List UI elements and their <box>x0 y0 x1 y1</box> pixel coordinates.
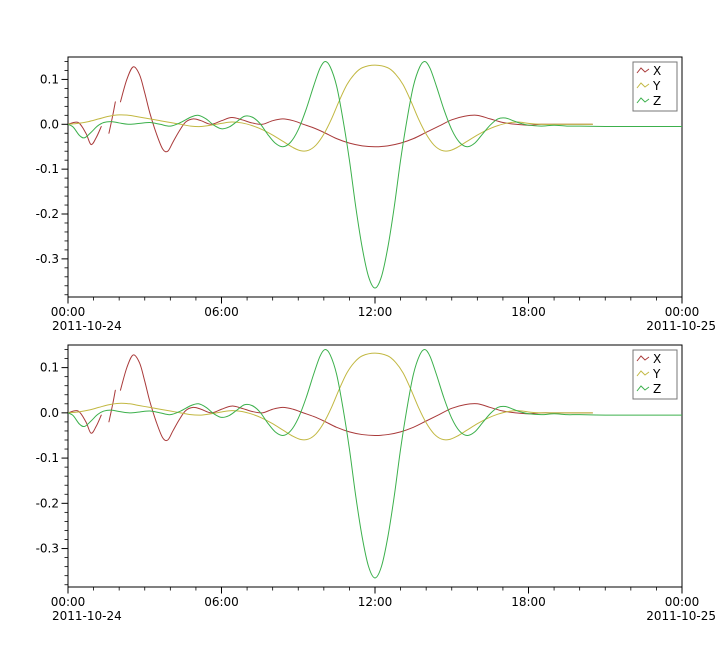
legend-label-X: X <box>653 64 661 78</box>
series-Y-line <box>68 352 593 441</box>
y-axis: 0.1 0.0 -0.1 -0.2 -0.3 <box>36 349 68 586</box>
series-Z-line <box>68 349 682 579</box>
legend-line-X <box>636 355 650 362</box>
legend-label-X: X <box>653 352 661 366</box>
legend-line-Z <box>636 97 650 104</box>
legend-label-Z: Z <box>653 94 661 108</box>
legend: XYZ <box>632 349 678 400</box>
x-tick-label: 06:00 <box>204 305 239 319</box>
x-tick-label: 00:00 <box>51 305 86 319</box>
series-X-line <box>68 410 102 434</box>
y-tick-label: 0.1 <box>40 72 59 86</box>
legend-box <box>632 61 678 112</box>
y-tick-label: -0.2 <box>36 496 59 510</box>
x-tick-label: 00:00 <box>665 595 700 609</box>
y-tick-label: -0.3 <box>36 252 59 266</box>
series-X-line <box>108 389 116 423</box>
x-date-label: 2011-10-25 <box>646 609 716 623</box>
legend-line-X <box>636 67 650 74</box>
x-date-label: 2011-10-24 <box>52 609 122 623</box>
y-tick-label: 0.0 <box>40 117 59 131</box>
series-X-line <box>108 101 116 134</box>
y-tick-label: -0.1 <box>36 162 59 176</box>
x-tick-label: 12:00 <box>358 595 393 609</box>
y-tick-label: 0.0 <box>40 406 59 420</box>
x-tick-label: 00:00 <box>51 595 86 609</box>
x-tick-label: 12:00 <box>358 305 393 319</box>
legend-line-Y <box>636 370 650 377</box>
x-date-label: 2011-10-24 <box>52 319 122 333</box>
y-tick-label: -0.2 <box>36 207 59 221</box>
legend-box <box>632 349 678 400</box>
series-Y-line <box>68 64 593 152</box>
plot-border <box>67 344 683 588</box>
y-tick-label: -0.1 <box>36 451 59 465</box>
legend-line-Y <box>636 82 650 89</box>
series-X-line <box>68 121 102 146</box>
legend-label-Z: Z <box>653 382 661 396</box>
x-tick-label: 06:00 <box>204 595 239 609</box>
y-tick-label: 0.1 <box>40 361 59 375</box>
y-axis: 0.1 0.0 -0.1 -0.2 -0.3 <box>36 61 68 296</box>
series-X-line <box>119 66 593 153</box>
legend-label-Y: Y <box>652 79 661 93</box>
legend-line-Z <box>636 385 650 392</box>
x-tick-label: 18:00 <box>511 595 546 609</box>
series-X-line <box>119 354 593 442</box>
legend-label-Y: Y <box>652 367 661 381</box>
y-tick-label: -0.3 <box>36 542 59 556</box>
legend: XYZ <box>632 61 678 112</box>
series-Z-line <box>68 60 682 289</box>
plot-border <box>67 56 683 298</box>
x-date-label: 2011-10-25 <box>646 319 716 333</box>
x-tick-label: 18:00 <box>511 305 546 319</box>
x-tick-label: 00:00 <box>665 305 700 319</box>
